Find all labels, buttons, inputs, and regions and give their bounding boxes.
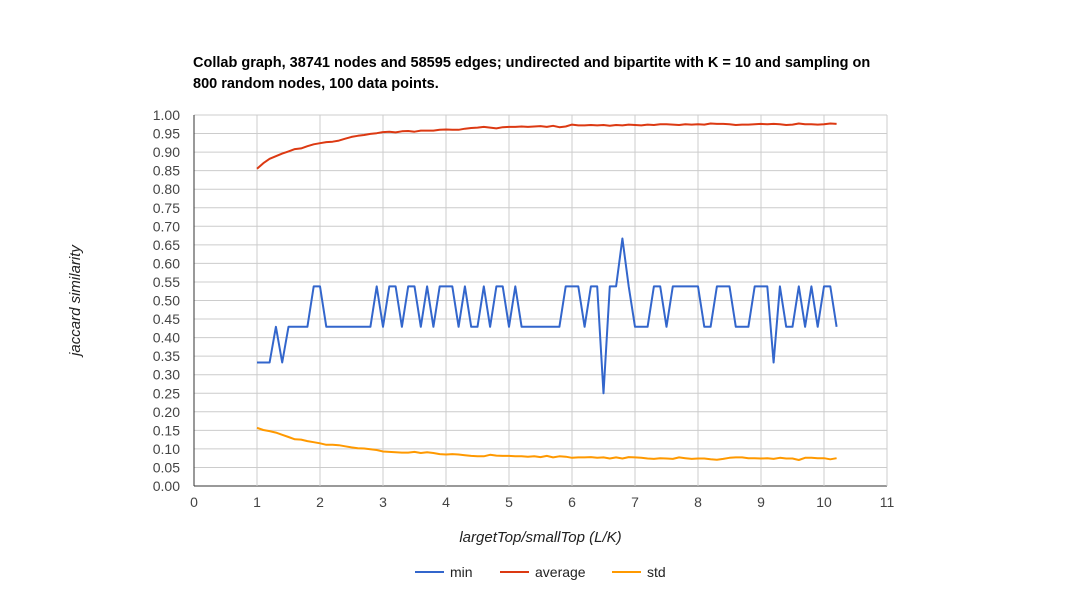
y-tick-label: 0.05 [153, 459, 180, 475]
y-tick-label: 0.00 [153, 478, 180, 494]
y-tick-label: 0.35 [153, 348, 180, 364]
y-tick-label: 0.30 [153, 367, 180, 383]
x-tick-label: 2 [316, 494, 324, 510]
x-tick-label: 0 [190, 494, 198, 510]
y-tick-label: 0.50 [153, 293, 180, 309]
x-axis-title: largetTop/smallTop (L/K) [459, 529, 621, 546]
y-tick-label: 0.95 [153, 126, 180, 142]
legend-item-average: average [500, 564, 586, 580]
series-line-min [257, 237, 838, 395]
y-tick-label: 0.80 [153, 181, 180, 197]
x-tick-label: 4 [442, 494, 450, 510]
y-tick-label: 0.45 [153, 311, 180, 327]
y-tick-label: 0.60 [153, 255, 180, 271]
y-tick-label: 1.00 [153, 107, 180, 123]
y-axis-title: jaccard similarity [67, 244, 84, 358]
x-tick-label: 5 [505, 494, 513, 510]
y-tick-label: 0.55 [153, 274, 180, 290]
y-tick-label: 0.15 [153, 422, 180, 438]
legend-item-min: min [415, 564, 473, 580]
x-tick-label: 3 [379, 494, 387, 510]
x-tick-label: 8 [694, 494, 702, 510]
x-tick-label: 7 [631, 494, 639, 510]
y-tick-label: 0.70 [153, 218, 180, 234]
x-tick-label: 1 [253, 494, 261, 510]
y-tick-label: 0.85 [153, 163, 180, 179]
x-tick-label: 11 [880, 494, 895, 510]
legend-label: std [647, 564, 666, 580]
y-tick-label: 0.90 [153, 144, 180, 160]
y-tick-label: 0.25 [153, 385, 180, 401]
series-line-average [256, 122, 837, 170]
legend-item-std: std [612, 564, 666, 580]
y-tick-label: 0.40 [153, 330, 180, 346]
chart-title: Collab graph, 38741 nodes and 58595 edge… [193, 55, 871, 92]
legend-label: average [535, 564, 586, 580]
x-tick-label: 6 [568, 494, 576, 510]
x-tick-label: 9 [757, 494, 765, 510]
y-tick-label: 0.10 [153, 441, 180, 457]
series-layer [256, 122, 838, 461]
axis-layer: 0.00 0.05 0.10 0.15 0.20 0.25 0.30 0.35 0.40 0.45… [153, 107, 895, 510]
y-tick-label: 0.75 [153, 200, 180, 216]
legend: min average std [415, 564, 666, 580]
legend-label: min [450, 564, 473, 580]
series-line-std [256, 426, 837, 461]
y-tick-label: 0.65 [153, 237, 180, 253]
x-tick-label: 10 [816, 494, 832, 510]
y-tick-label: 0.20 [153, 404, 180, 420]
